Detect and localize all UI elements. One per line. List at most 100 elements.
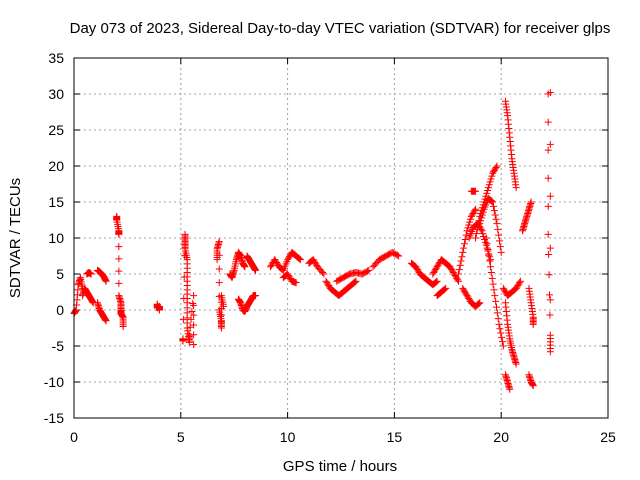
data-point [267, 263, 275, 271]
data-point [470, 208, 478, 216]
data-point [489, 280, 497, 288]
data-point [478, 227, 486, 235]
data-point [488, 197, 496, 205]
data-point [544, 174, 552, 182]
x-tick-label: 10 [280, 429, 296, 445]
data-point [460, 240, 468, 248]
data-point [215, 279, 223, 287]
data-point [472, 205, 480, 213]
data-point [488, 274, 496, 282]
data-point [453, 274, 461, 282]
data-point [468, 211, 476, 219]
data-points [70, 89, 554, 393]
data-point [217, 324, 225, 332]
data-point [311, 258, 319, 266]
y-tick-label: 35 [48, 50, 64, 66]
data-point [451, 271, 459, 279]
data-point [310, 257, 318, 265]
data-point [544, 230, 552, 238]
plot-frame [73, 57, 609, 419]
data-point [447, 264, 455, 272]
data-point [312, 260, 320, 268]
data-point [431, 267, 439, 275]
y-tick-label: 5 [56, 266, 64, 282]
data-point [365, 266, 373, 274]
y-tick-label: 30 [48, 86, 64, 102]
data-point [492, 297, 500, 305]
data-point [512, 360, 520, 368]
y-tick-label: -5 [52, 338, 65, 354]
data-point [440, 286, 448, 294]
data-point [493, 309, 501, 317]
data-point [478, 211, 486, 219]
data-point [529, 382, 537, 390]
data-point [448, 266, 456, 274]
data-point [102, 317, 110, 325]
data-point [492, 215, 500, 223]
data-point [515, 280, 523, 288]
data-point [516, 279, 524, 287]
data-point [363, 267, 371, 275]
data-point [284, 271, 292, 279]
data-point [433, 263, 441, 271]
data-point [456, 261, 464, 269]
data-point [190, 301, 198, 309]
data-point [546, 296, 554, 304]
data-point [529, 320, 537, 328]
data-point [458, 253, 466, 261]
data-point [469, 210, 477, 218]
data-point [545, 271, 553, 279]
data-point [115, 255, 123, 263]
data-point [490, 166, 498, 174]
data-point [490, 286, 498, 294]
data-point [490, 202, 498, 210]
data-point [460, 286, 468, 294]
data-point [350, 279, 358, 287]
data-point [513, 283, 521, 291]
data-point [115, 279, 123, 287]
data-point [512, 284, 520, 292]
data-point [492, 163, 500, 171]
data-point [431, 266, 439, 274]
data-point [272, 257, 280, 265]
data-point [500, 286, 508, 294]
data-point [472, 187, 480, 195]
chart-title: Day 073 of 2023, Sidereal Day-to-day VTE… [70, 20, 611, 37]
data-point [271, 256, 279, 264]
x-axis-label: GPS time / hours [283, 458, 397, 475]
data-point [454, 277, 462, 285]
y-tick-label: -10 [44, 374, 64, 390]
data-point [497, 329, 505, 337]
data-point [479, 230, 487, 238]
data-point [284, 254, 292, 262]
data-point [474, 220, 482, 228]
data-point [495, 320, 503, 328]
data-point [284, 270, 292, 278]
data-point [187, 315, 195, 323]
data-point [472, 234, 480, 242]
y-tick-label: 25 [48, 122, 64, 138]
data-point [322, 277, 330, 285]
data-point [454, 276, 462, 284]
data-point [498, 338, 506, 346]
y-axis: -15 -10 -5 0 5 10 15 20 25 30 35 [44, 50, 608, 426]
data-point [220, 302, 228, 310]
data-point [463, 292, 471, 300]
data-point [273, 260, 281, 268]
data-point [413, 266, 421, 274]
y-tick-label: -15 [44, 410, 64, 426]
data-point [352, 277, 360, 285]
data-point [493, 220, 501, 228]
data-point [501, 287, 509, 295]
y-tick-label: 0 [56, 302, 64, 318]
x-tick-label: 20 [493, 429, 509, 445]
data-point [485, 250, 493, 258]
data-point [115, 267, 123, 275]
data-point [506, 385, 514, 393]
data-point [493, 303, 501, 311]
data-point [486, 178, 494, 186]
data-point [278, 266, 286, 274]
data-point [477, 225, 485, 233]
data-point [351, 278, 359, 286]
